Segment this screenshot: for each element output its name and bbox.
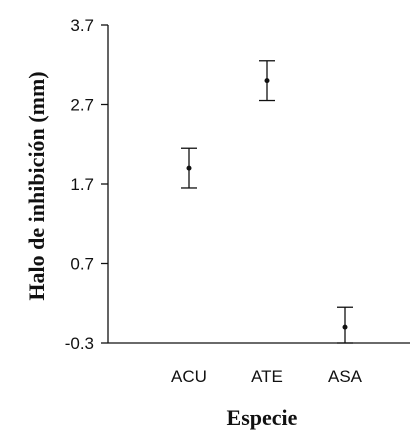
y-tick-label: -0.3 [65,334,94,353]
y-tick-label: 3.7 [70,16,94,35]
y-axis-title: Halo de inhibición (mm) [24,71,49,300]
x-tick-label: ASA [328,367,363,386]
y-tick-label: 0.7 [70,255,94,274]
x-tick-label: ACU [171,367,207,386]
data-point [264,78,270,84]
x-axis: ACU ATE ASA [108,342,410,386]
y-axis: -0.3 0.7 1.7 2.7 3.7 [65,16,109,353]
data-points [181,60,353,344]
y-tick-label: 2.7 [70,96,94,115]
x-tick-label: ATE [251,367,283,386]
y-tick-label: 1.7 [70,175,94,194]
x-axis-title: Especie [227,405,298,430]
data-point [186,165,192,171]
data-point [342,324,348,330]
